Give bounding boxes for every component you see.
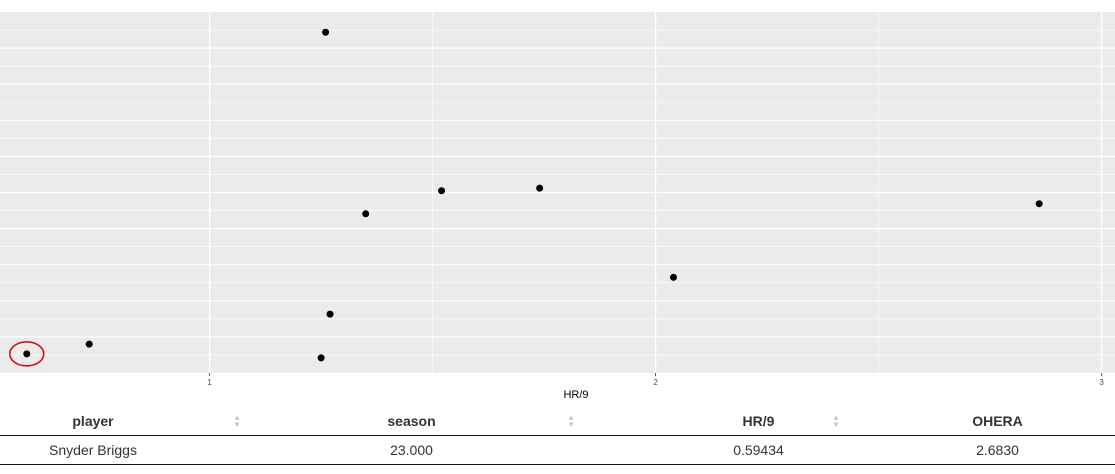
sort-arrows-icon[interactable]: ▲ ▼ <box>567 413 575 429</box>
data-table: player ▲ ▼ season ▲ ▼ HR/9 ▲ ▼ OHERA Snyder… <box>0 407 1115 465</box>
column-header-ohera[interactable]: OHERA <box>880 407 1115 436</box>
table-header-row: player ▲ ▼ season ▲ ▼ HR/9 ▲ ▼ OHERA <box>0 407 1115 436</box>
data-point[interactable] <box>669 273 677 281</box>
highlight-circle-annotation <box>9 341 45 367</box>
x-axis-ticks: 1 2 3 <box>207 373 1104 387</box>
table-cell-player: Snyder Briggs <box>0 435 186 465</box>
data-point[interactable] <box>326 310 334 318</box>
column-header-hr9[interactable]: HR/9 ▲ ▼ <box>637 407 880 436</box>
column-header-player[interactable]: player ▲ ▼ <box>0 407 241 436</box>
column-header-label: season <box>387 413 436 429</box>
x-tick-label: 2 <box>653 378 658 387</box>
data-point[interactable] <box>317 354 325 362</box>
x-axis-title: HR/9 <box>563 389 588 401</box>
column-header-label: OHERA <box>972 413 1023 429</box>
data-point[interactable] <box>362 210 370 218</box>
data-point[interactable] <box>85 340 93 348</box>
table-cell-hr9: 0.59434 <box>637 435 880 465</box>
data-point[interactable] <box>1035 200 1043 208</box>
data-point[interactable] <box>322 28 330 36</box>
table-cell-ohera: 2.6830 <box>880 435 1115 465</box>
major-gridlines <box>0 12 1115 373</box>
data-point[interactable] <box>536 184 544 192</box>
x-tick-label: 1 <box>207 378 212 387</box>
data-points <box>9 28 1043 367</box>
data-point[interactable] <box>438 187 446 195</box>
sort-arrows-icon[interactable]: ▲ ▼ <box>832 413 840 429</box>
data-table-container: player ▲ ▼ season ▲ ▼ HR/9 ▲ ▼ OHERA Snyder… <box>0 407 1115 465</box>
scatter-plot: 1 2 3 HR/9 <box>0 12 1115 401</box>
column-header-season[interactable]: season ▲ ▼ <box>186 407 637 436</box>
minor-gridlines <box>0 12 1115 373</box>
column-header-label: player <box>72 413 114 429</box>
column-header-label: HR/9 <box>742 413 775 429</box>
data-point[interactable] <box>23 350 31 358</box>
table-cell-season: 23.000 <box>186 435 637 465</box>
x-tick-label: 3 <box>1099 378 1104 387</box>
table-row[interactable]: Snyder Briggs 23.000 0.59434 2.6830 <box>0 435 1115 465</box>
